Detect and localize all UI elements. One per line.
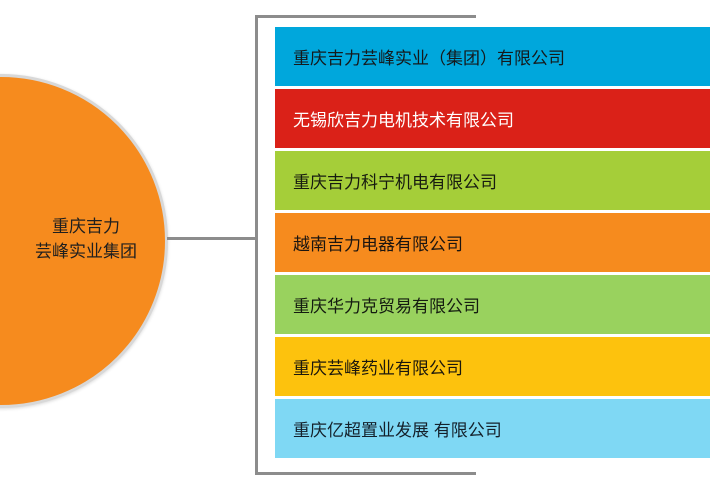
company-bar: 无锡欣吉力电机技术有限公司 <box>275 89 710 148</box>
company-bar: 越南吉力电器有限公司 <box>275 213 710 272</box>
connector-line <box>167 237 257 240</box>
group-name-line-2: 芸峰实业集团 <box>35 242 137 261</box>
company-name: 重庆吉力科宁机电有限公司 <box>293 173 497 192</box>
company-name: 重庆吉力芸峰实业（集团）有限公司 <box>293 49 565 68</box>
company-bar: 重庆吉力科宁机电有限公司 <box>275 151 710 210</box>
company-bar: 重庆芸峰药业有限公司 <box>275 337 710 396</box>
bracket-bottom-line <box>255 472 476 475</box>
group-name: 重庆吉力 芸峰实业集团 <box>0 214 172 264</box>
company-name: 重庆芸峰药业有限公司 <box>293 359 463 378</box>
company-name: 重庆亿超置业发展 有限公司 <box>293 421 502 440</box>
company-list: 重庆吉力芸峰实业（集团）有限公司 无锡欣吉力电机技术有限公司 重庆吉力科宁机电有限公… <box>275 27 710 458</box>
company-bar: 重庆吉力芸峰实业（集团）有限公司 <box>275 27 710 86</box>
group-name-line-1: 重庆吉力 <box>52 217 120 236</box>
company-name: 越南吉力电器有限公司 <box>293 235 463 254</box>
bracket-vertical-line <box>255 15 258 475</box>
company-bar: 重庆华力克贸易有限公司 <box>275 275 710 334</box>
company-bar: 重庆亿超置业发展 有限公司 <box>275 399 710 458</box>
bracket-top-line <box>255 15 476 18</box>
company-name: 无锡欣吉力电机技术有限公司 <box>293 111 514 130</box>
company-name: 重庆华力克贸易有限公司 <box>293 297 480 316</box>
